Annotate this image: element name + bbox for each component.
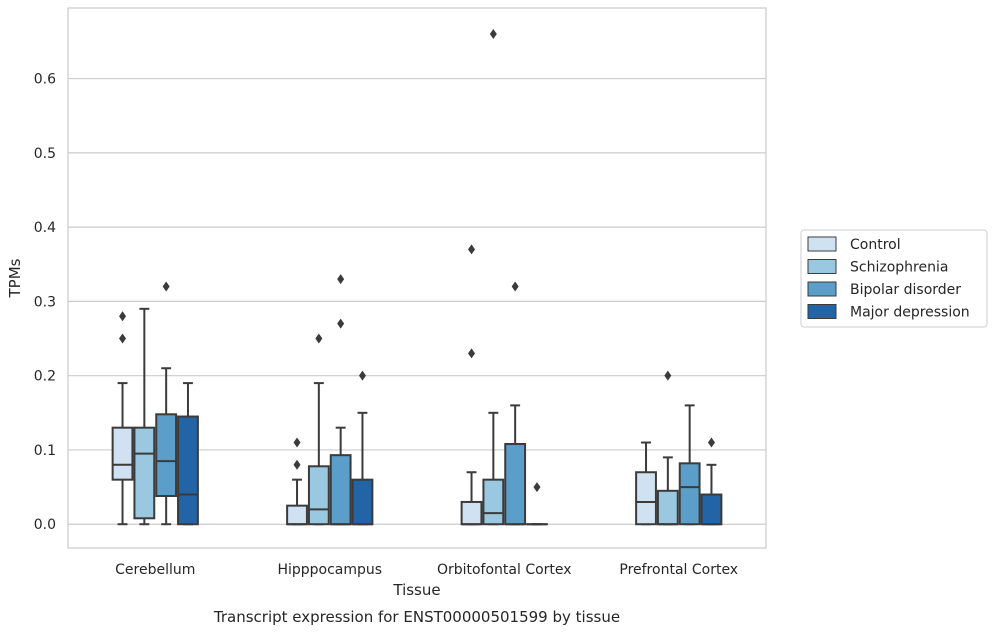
box-1-0 [286, 437, 308, 526]
legend-swatch [807, 304, 837, 319]
outlier-point [162, 281, 170, 292]
outlier-point [119, 311, 127, 322]
outlier-point [337, 318, 345, 329]
legend-label: Major depression [850, 305, 970, 321]
x-tick-label: Cerebellum [115, 562, 195, 578]
x-tick-label: Hipppocampus [277, 562, 382, 578]
box-body [460, 500, 483, 526]
y-axis-ticks: 0.0 0.1 0.2 0.3 0.4 0.5 0.6 [34, 72, 56, 534]
box-series [111, 28, 723, 526]
outlier-point [337, 274, 345, 285]
outlier-point [293, 459, 301, 470]
outlier-point [511, 281, 519, 292]
box-3-1 [656, 370, 679, 526]
legend-swatch [807, 281, 837, 297]
box-body [482, 478, 505, 526]
plot-frame [67, 7, 767, 549]
box-body [700, 493, 723, 526]
box-body [678, 462, 701, 526]
y-tick-label: 0.5 [34, 146, 56, 162]
box-body [351, 478, 374, 526]
box-3-2 [678, 404, 701, 526]
box-1-3 [351, 370, 374, 526]
box-body [504, 443, 527, 526]
y-tick-label: 0.4 [34, 220, 56, 236]
box-0-2 [155, 281, 178, 526]
y-tick-label: 0.6 [34, 72, 56, 88]
box-2-1 [482, 28, 505, 526]
y-tick-label: 0.1 [34, 443, 56, 459]
chart-caption: Transcript expression for ENST0000050159… [213, 608, 620, 626]
box-2-0 [460, 244, 483, 526]
box-body [307, 465, 330, 526]
x-axis-title: Tissue [392, 581, 440, 599]
box-1-2 [329, 274, 352, 526]
legend-label: Schizophrenia [850, 260, 948, 276]
legend-label: Control [850, 237, 901, 253]
box-1-1 [307, 333, 330, 526]
box-2-3 [526, 482, 548, 526]
box-0-3 [177, 382, 199, 526]
outlier-point [119, 333, 127, 344]
y-tick-label: 0.0 [34, 517, 56, 533]
outlier-point [489, 28, 497, 39]
legend-box [800, 229, 988, 328]
x-tick-label: Prefrontal Cortex [619, 562, 738, 578]
y-axis-title: TPMs [6, 258, 24, 298]
box-3-3 [700, 437, 723, 526]
outlier-point [293, 437, 301, 448]
box-body [111, 426, 134, 481]
legend-label: Bipolar disorder [850, 282, 961, 298]
outlier-point [664, 370, 672, 381]
y-tick-label: 0.3 [34, 294, 56, 310]
box-body [155, 413, 178, 498]
legend-swatch [807, 259, 837, 274]
box-body [286, 504, 308, 526]
box-2-2 [504, 281, 527, 526]
outlier-point [533, 482, 541, 493]
box-body [133, 426, 156, 520]
outlier-point [707, 437, 715, 448]
box-body [656, 489, 679, 526]
y-tick-label: 0.2 [34, 369, 56, 385]
outlier-point [358, 370, 366, 381]
legend: Control Schizophrenia Bipolar disorder Majo… [800, 229, 988, 328]
box-0-0 [111, 311, 134, 526]
box-3-0 [635, 441, 657, 526]
outlier-point [468, 348, 476, 359]
box-0-1 [133, 307, 156, 526]
box-body [635, 471, 657, 526]
box-body [329, 454, 352, 526]
x-tick-label: Orbitofontal Cortex [437, 562, 572, 578]
box-body [177, 415, 199, 526]
outlier-point [315, 333, 323, 344]
x-axis-ticks: Cerebellum Hipppocampus Orbitofontal Corte… [115, 562, 738, 578]
legend-swatch [807, 236, 837, 252]
outlier-point [468, 244, 476, 255]
